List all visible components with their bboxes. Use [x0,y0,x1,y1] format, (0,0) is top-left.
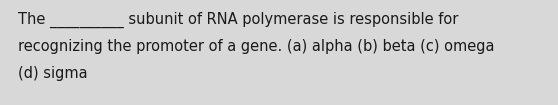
Text: (d) sigma: (d) sigma [18,66,88,81]
Text: recognizing the promoter of a gene. (a) alpha (b) beta (c) omega: recognizing the promoter of a gene. (a) … [18,39,494,54]
Text: The __________ subunit of RNA polymerase is responsible for: The __________ subunit of RNA polymerase… [18,12,458,28]
